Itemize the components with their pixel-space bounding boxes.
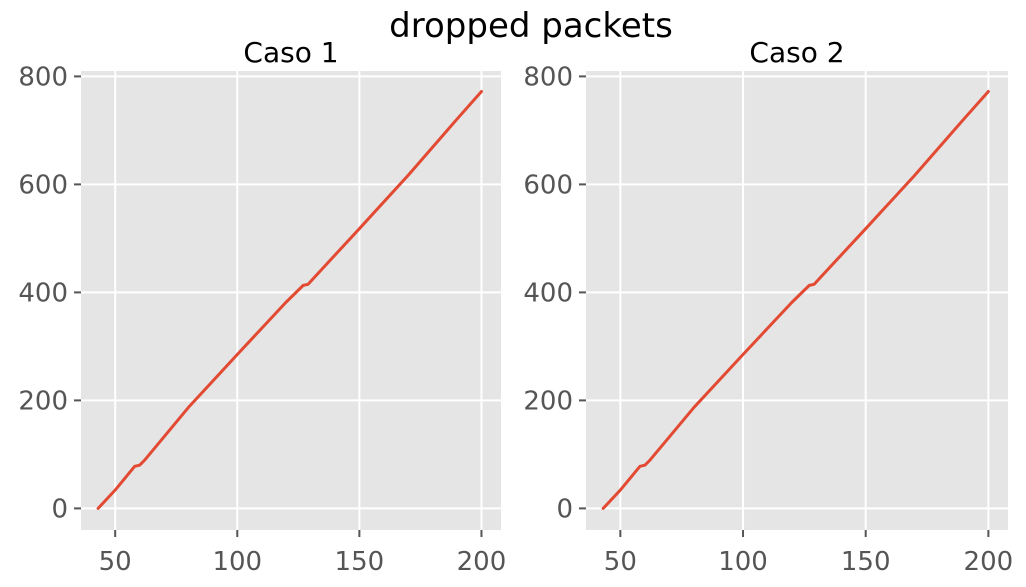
y-tick-label: 400 (18, 278, 68, 308)
x-tick-label: 200 (457, 547, 507, 577)
x-tick-label: 150 (335, 547, 385, 577)
subplot-title: Caso 1 (243, 36, 338, 69)
y-tick-label: 800 (523, 62, 573, 92)
series-line-1 (96, 90, 483, 510)
x-tick-label: 150 (841, 547, 891, 577)
subplot-1: 50 100 150 200 0 200 400 600 800 Caso 1 (18, 36, 506, 577)
y-tick-label: 0 (556, 494, 573, 524)
y-tick-label: 800 (18, 62, 68, 92)
y-tick-label: 600 (523, 170, 573, 200)
subplot-title: Caso 2 (749, 36, 844, 69)
y-tick-label: 200 (523, 386, 573, 416)
y-tick-label: 200 (18, 386, 68, 416)
x-tick-label: 50 (604, 547, 637, 577)
x-tick-label: 100 (212, 547, 262, 577)
y-tick-label: 0 (51, 494, 68, 524)
x-tick-label: 50 (99, 547, 132, 577)
x-tick-label: 100 (718, 547, 768, 577)
subplot-2: 50 100 150 200 0 200 400 600 800 Caso 2 (523, 36, 1013, 577)
series-line-1 (601, 90, 990, 510)
y-tick-label: 400 (523, 278, 573, 308)
figure-title: dropped packets (389, 6, 673, 46)
x-tick-label: 200 (964, 547, 1014, 577)
y-tick-label: 600 (18, 170, 68, 200)
